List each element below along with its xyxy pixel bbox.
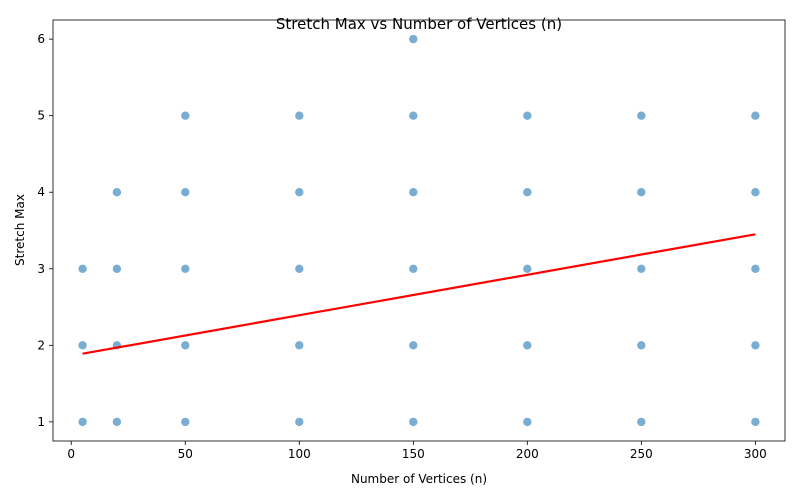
- scatter-point: [523, 264, 532, 273]
- scatter-point: [523, 417, 532, 427]
- scatter-point: [112, 264, 122, 273]
- scatter-point: [295, 111, 304, 120]
- scatter-point: [409, 264, 418, 273]
- scatter-point: [112, 417, 122, 427]
- scatter-point: [637, 341, 646, 350]
- scatter-point: [751, 341, 760, 350]
- x-tick-label: 150: [402, 447, 425, 461]
- scatter-point: [181, 341, 190, 350]
- scatter-point: [78, 417, 87, 427]
- scatter-point: [637, 111, 646, 120]
- y-tick-label: 4: [37, 185, 45, 199]
- x-tick-label: 250: [630, 447, 653, 461]
- scatter-point: [637, 417, 646, 427]
- scatter-point: [523, 188, 532, 197]
- y-tick-label: 2: [37, 338, 45, 352]
- y-tick-labels: 1 2 3 4 5 6: [37, 32, 45, 429]
- x-axis-label: Number of Vertices (n): [351, 472, 487, 486]
- scatter-point: [409, 341, 418, 350]
- x-tick-label: 300: [744, 447, 767, 461]
- scatter-point: [409, 188, 418, 197]
- y-tick-label: 1: [37, 415, 45, 429]
- x-tick-label: 50: [178, 447, 193, 461]
- scatter-point: [751, 111, 760, 120]
- x-tick-label: 100: [288, 447, 311, 461]
- scatter-point: [751, 417, 760, 427]
- scatter-point: [409, 34, 418, 44]
- scatter-point: [751, 188, 760, 197]
- x-tick-label: 0: [67, 447, 75, 461]
- scatter-point: [295, 341, 304, 350]
- scatter-point: [295, 264, 304, 273]
- scatter-point: [637, 264, 646, 273]
- scatter-point: [78, 341, 87, 350]
- scatter-point: [751, 264, 760, 273]
- plot-area: [78, 34, 760, 427]
- y-tick-label: 6: [37, 32, 45, 46]
- tick-marks: [49, 38, 756, 445]
- scatter-point: [181, 264, 190, 273]
- scatter-point: [409, 111, 418, 120]
- scatter-point: [295, 188, 304, 197]
- x-tick-labels: 0 50 100 150 200 250 300: [67, 447, 766, 461]
- scatter-point: [181, 417, 190, 427]
- y-axis-label: Stretch Max: [13, 194, 27, 266]
- y-tick-label: 5: [37, 109, 45, 123]
- chart-title: Stretch Max vs Number of Vertices (n): [276, 15, 562, 33]
- y-tick-label: 3: [37, 262, 45, 276]
- scatter-point: [523, 341, 532, 350]
- scatter-point: [112, 188, 122, 197]
- axes-frame: [52, 19, 786, 442]
- scatter-point: [295, 417, 304, 427]
- scatter-point: [523, 111, 532, 120]
- x-tick-label: 200: [516, 447, 539, 461]
- scatter-point: [637, 188, 646, 197]
- scatter-point: [181, 111, 190, 120]
- scatter-point: [181, 188, 190, 197]
- scatter-point: [78, 264, 87, 273]
- scatter-point: [409, 417, 418, 427]
- trend-line: [82, 233, 756, 355]
